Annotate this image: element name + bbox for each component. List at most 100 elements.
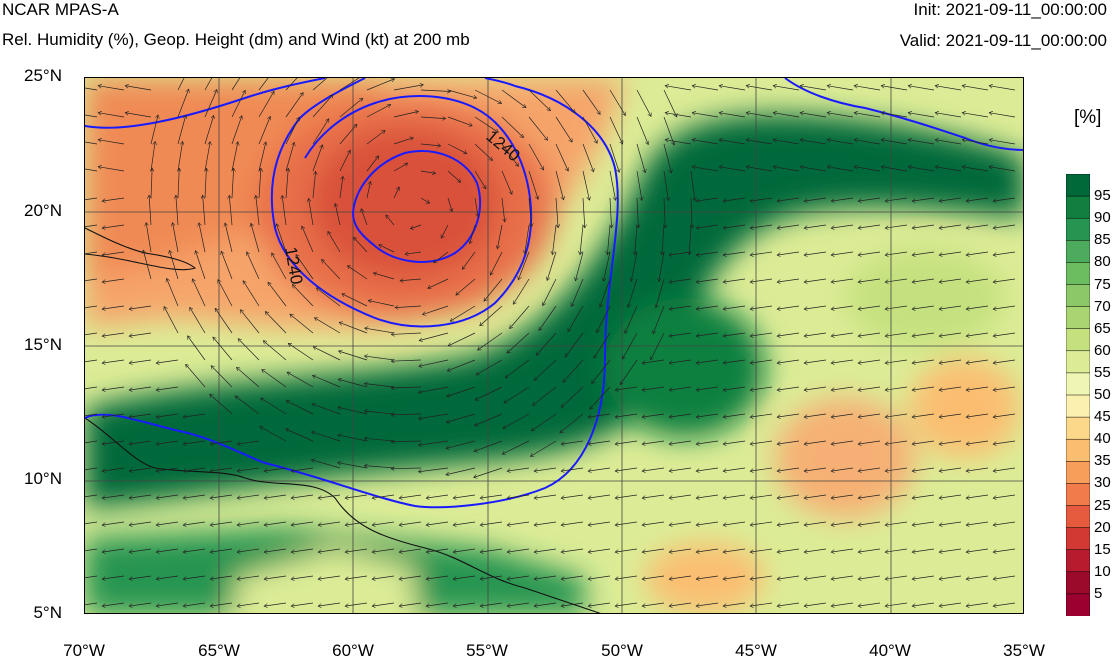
wind-arrow bbox=[210, 548, 233, 552]
wind-arrow bbox=[692, 167, 719, 172]
wind-arrow bbox=[773, 167, 800, 172]
wind-arrow bbox=[555, 170, 564, 200]
wind-arrow bbox=[642, 467, 665, 471]
wind-arrow bbox=[966, 467, 989, 471]
wind-arrow bbox=[885, 575, 908, 579]
wind-arrow bbox=[338, 463, 368, 469]
wind-arrow bbox=[560, 413, 584, 433]
lat-label-25n: 25°N bbox=[24, 66, 62, 85]
wind-arrow bbox=[85, 141, 98, 145]
wind-arrow bbox=[393, 163, 408, 172]
humidity-field bbox=[85, 78, 1023, 613]
wind-arrow bbox=[831, 602, 854, 606]
wind-arrow bbox=[831, 548, 854, 552]
wind-arrow bbox=[129, 521, 152, 525]
wind-arrow bbox=[582, 170, 589, 200]
wind-arrow bbox=[480, 602, 503, 606]
wind-arrow bbox=[183, 494, 206, 498]
wind-arrow bbox=[669, 251, 692, 255]
wind-arrow bbox=[885, 224, 908, 228]
wind-arrow bbox=[827, 86, 854, 91]
colorbar-tick-label: 85 bbox=[1094, 231, 1111, 249]
wind-arrow bbox=[85, 521, 98, 525]
lat-label-20n: 20°N bbox=[24, 201, 62, 220]
wind-arrow bbox=[231, 116, 242, 145]
wind-arrow bbox=[993, 359, 1016, 363]
wind-arrow bbox=[592, 359, 611, 384]
wind-arrow bbox=[156, 440, 179, 444]
wind-arrow bbox=[939, 278, 962, 282]
wind-arrow bbox=[318, 494, 341, 498]
wind-arrow bbox=[102, 332, 125, 336]
wind-arrow bbox=[186, 364, 206, 388]
wind-arrow bbox=[615, 440, 638, 444]
wind-arrow bbox=[804, 413, 827, 417]
wind-arrow bbox=[993, 440, 1016, 444]
wind-arrow bbox=[129, 467, 152, 471]
wind-arrow bbox=[501, 170, 512, 194]
wind-arrow bbox=[534, 494, 557, 498]
wind-arrow bbox=[530, 440, 557, 457]
wind-arrow bbox=[313, 347, 341, 361]
wind-arrow bbox=[777, 224, 800, 228]
wind-arrow bbox=[291, 548, 314, 552]
wind-arrow bbox=[339, 98, 363, 118]
map-title: NCAR MPAS-A bbox=[2, 0, 119, 19]
wind-arrow bbox=[696, 386, 719, 390]
wind-arrow bbox=[885, 521, 908, 525]
island-coast bbox=[85, 227, 197, 271]
wind-arrow bbox=[453, 548, 476, 552]
wind-arrow bbox=[935, 86, 962, 91]
colorbar-swatch bbox=[1066, 174, 1090, 197]
wind-arrow bbox=[696, 467, 719, 471]
wind-arrow bbox=[102, 548, 125, 552]
wind-arrow bbox=[218, 280, 233, 307]
wind-arrow bbox=[993, 278, 1016, 282]
wind-arrow bbox=[696, 494, 719, 498]
wind-arrow bbox=[285, 117, 299, 145]
wind-arrow bbox=[204, 142, 210, 172]
lat-label-15n: 15°N bbox=[24, 335, 62, 354]
wind-arrow bbox=[692, 140, 719, 145]
wind-arrow bbox=[696, 305, 719, 309]
wind-arrow bbox=[447, 89, 477, 98]
wind-arrow bbox=[561, 386, 584, 407]
wind-arrow bbox=[146, 222, 152, 253]
wind-arrow bbox=[885, 494, 908, 498]
wind-arrow bbox=[507, 602, 530, 606]
wind-arrow bbox=[203, 195, 206, 226]
wind-arrow bbox=[777, 278, 800, 282]
wind-arrow bbox=[286, 401, 314, 415]
wind-arrow bbox=[183, 413, 206, 417]
wind-arrow bbox=[231, 78, 241, 91]
wind-arrow bbox=[912, 359, 935, 363]
wind-arrow bbox=[183, 521, 206, 525]
wind-arrow bbox=[642, 548, 665, 552]
wind-arrow bbox=[696, 548, 719, 552]
wind-arrow bbox=[285, 168, 288, 199]
wind-arrow bbox=[723, 278, 746, 282]
wind-arrow bbox=[993, 224, 1016, 228]
wind-arrow bbox=[497, 224, 503, 249]
wind-arrow bbox=[993, 494, 1016, 498]
wind-arrow bbox=[129, 440, 152, 444]
wind-arrow bbox=[447, 386, 476, 396]
wind-arrow bbox=[164, 307, 179, 334]
wind-arrow bbox=[962, 113, 989, 118]
wind-arrow bbox=[615, 575, 638, 579]
wind-arrow bbox=[642, 359, 665, 363]
wind-arrow bbox=[129, 359, 152, 363]
wind-arrow bbox=[102, 278, 125, 282]
wind-arrow bbox=[912, 197, 935, 201]
wind-arrow bbox=[831, 494, 854, 498]
wind-arrow bbox=[831, 413, 854, 417]
wind-arrow bbox=[534, 548, 557, 552]
wind-arrow bbox=[151, 168, 152, 199]
wind-arrow bbox=[372, 494, 395, 498]
wind-arrow bbox=[854, 167, 881, 172]
wind-arrow bbox=[339, 176, 343, 199]
wind-arrow bbox=[858, 305, 881, 309]
wind-arrow bbox=[321, 259, 341, 280]
wind-arrow bbox=[518, 251, 530, 280]
wind-arrow bbox=[989, 113, 1016, 118]
